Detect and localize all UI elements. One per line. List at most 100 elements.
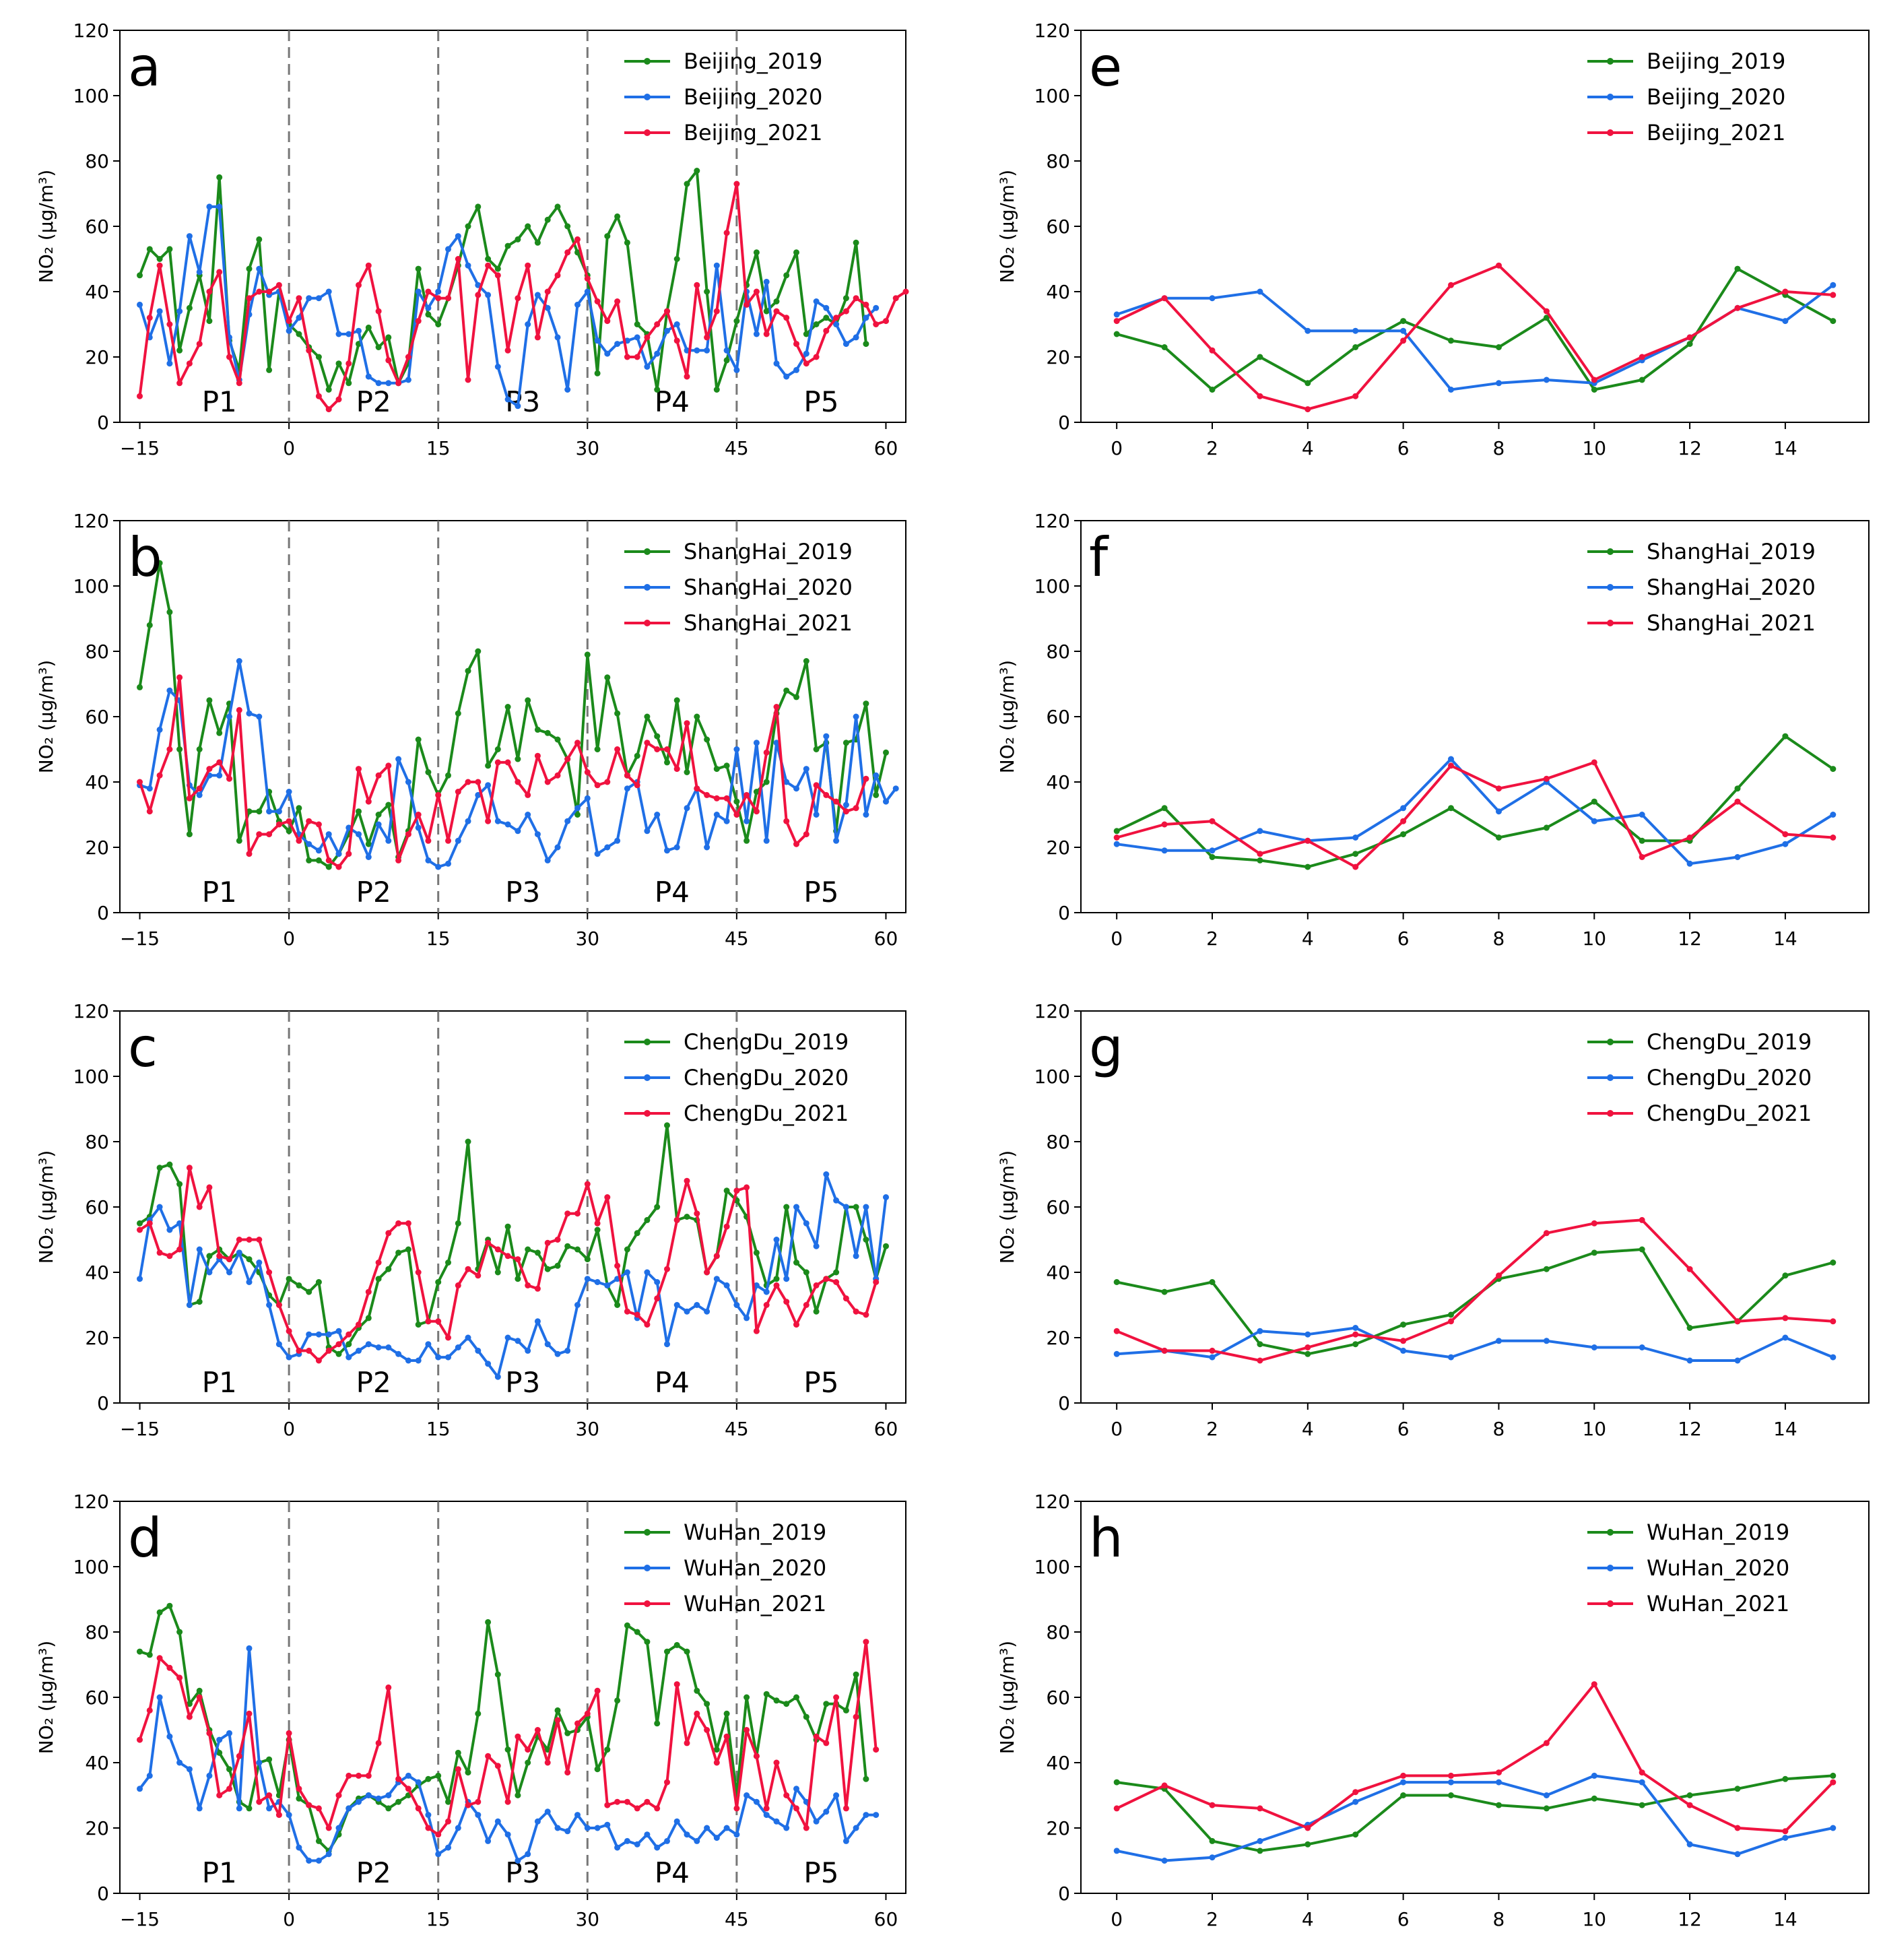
data-point <box>594 1766 601 1773</box>
legend-marker <box>1607 1565 1614 1571</box>
data-point <box>266 1269 273 1276</box>
y-axis-label: NO₂ (μg/m³) <box>996 1641 1018 1754</box>
data-point <box>405 1246 411 1253</box>
data-point <box>783 1792 790 1798</box>
legend-entry: Beijing_2020 <box>1587 84 1785 110</box>
data-point <box>694 347 700 354</box>
data-point <box>594 1825 601 1831</box>
data-point <box>1639 854 1645 860</box>
data-point <box>1639 1769 1645 1776</box>
data-point <box>504 242 511 249</box>
data-point <box>1591 1772 1597 1779</box>
data-point <box>1448 1318 1454 1325</box>
data-point <box>375 772 382 779</box>
data-point <box>485 1753 492 1759</box>
data-point <box>604 318 611 325</box>
data-point <box>1734 798 1741 805</box>
data-point <box>763 749 770 756</box>
data-point <box>584 769 591 775</box>
data-point <box>1352 1331 1359 1338</box>
data-point <box>365 798 372 805</box>
y-tick-label: 100 <box>73 85 109 107</box>
data-point <box>1734 265 1741 272</box>
y-tick-label: 100 <box>73 575 109 597</box>
data-point <box>594 746 601 752</box>
data-point <box>356 327 362 334</box>
data-point <box>286 1328 292 1334</box>
data-point <box>525 1851 531 1858</box>
series-Beijing_2020 <box>1113 282 1837 393</box>
data-point <box>1686 334 1693 341</box>
data-point <box>485 1619 492 1625</box>
data-point <box>1352 393 1359 399</box>
data-point <box>1591 759 1597 766</box>
data-point <box>723 795 730 802</box>
y-axis-label: NO₂ (μg/m³) <box>996 660 1018 773</box>
data-point <box>1543 1338 1550 1344</box>
data-point <box>256 1237 263 1243</box>
data-point <box>614 213 621 220</box>
data-point <box>504 347 511 354</box>
y-tick-label: 100 <box>73 1066 109 1088</box>
data-point <box>863 1775 869 1782</box>
data-point <box>525 1759 531 1766</box>
series-line <box>1116 267 1834 391</box>
y-tick-label: 60 <box>85 1687 109 1709</box>
data-point <box>415 288 422 295</box>
data-point <box>1448 756 1454 762</box>
data-point <box>1830 1772 1837 1779</box>
data-point <box>325 1851 332 1858</box>
data-point <box>843 1295 849 1302</box>
data-point <box>266 288 273 295</box>
data-point <box>415 1269 422 1276</box>
data-point <box>594 298 601 304</box>
data-point <box>1543 824 1550 831</box>
data-point <box>684 1740 690 1746</box>
y-tick-label: 40 <box>85 1752 109 1774</box>
data-point <box>435 1772 442 1779</box>
data-point <box>664 327 670 334</box>
data-point <box>137 1736 143 1743</box>
data-point <box>306 857 312 863</box>
data-point <box>1352 1798 1359 1805</box>
data-point <box>465 262 471 269</box>
y-tick-label: 100 <box>1034 1556 1070 1578</box>
data-point <box>793 694 799 700</box>
data-point <box>286 828 292 835</box>
data-point <box>1448 762 1454 769</box>
data-point <box>534 831 541 838</box>
data-point <box>395 1775 402 1782</box>
data-point <box>564 818 571 824</box>
data-point <box>604 779 611 785</box>
data-point <box>206 697 213 704</box>
data-point <box>1448 1779 1454 1786</box>
data-point <box>405 1220 411 1227</box>
data-point <box>853 295 859 302</box>
data-point <box>744 1694 750 1701</box>
data-point <box>485 762 492 769</box>
data-point <box>644 713 651 720</box>
data-point <box>485 256 492 262</box>
data-point <box>236 1237 242 1243</box>
data-point <box>813 1308 820 1315</box>
data-point <box>186 1701 193 1707</box>
data-point <box>186 360 193 367</box>
data-point <box>345 1341 352 1348</box>
x-tick-label: 45 <box>725 437 749 459</box>
data-point <box>1830 1260 1837 1266</box>
x-tick-label: 14 <box>1773 437 1797 459</box>
data-point <box>1304 837 1311 844</box>
data-point <box>1257 851 1263 857</box>
legend-marker <box>1607 1039 1614 1045</box>
data-point <box>574 812 581 818</box>
data-point <box>325 1825 332 1831</box>
data-point <box>1113 828 1120 835</box>
data-point <box>405 831 411 838</box>
data-point <box>1209 1802 1216 1808</box>
data-point <box>156 726 163 733</box>
data-point <box>435 288 442 295</box>
data-point <box>763 308 770 315</box>
period-label: P3 <box>505 1366 540 1399</box>
x-tick-label: 60 <box>874 927 898 950</box>
data-point <box>176 1759 183 1766</box>
